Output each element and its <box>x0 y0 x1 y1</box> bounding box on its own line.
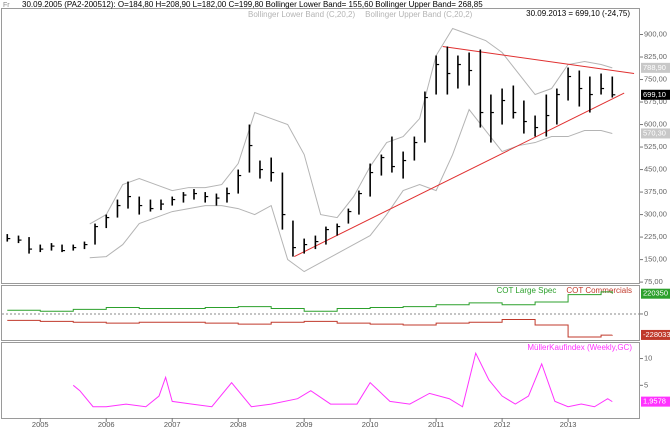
y-tick-label: 675,00 <box>644 97 667 106</box>
y-tick-label: 900,00 <box>644 29 667 38</box>
x-tick-label: 2012 <box>494 420 511 429</box>
y-tick-label: 600,00 <box>644 120 667 129</box>
last-value-label: 788,90 <box>643 63 666 72</box>
y-tick-label: 825,00 <box>644 52 667 61</box>
x-tick-label: 2008 <box>230 420 247 429</box>
last-value-box <box>641 329 670 340</box>
series-line <box>72 351 613 408</box>
last-value-label: 570,30 <box>643 128 666 137</box>
bollinger-band <box>89 27 613 225</box>
last-value-label: 1,9578 <box>643 397 666 406</box>
y-tick-label: 375,00 <box>644 187 667 196</box>
trendline <box>442 46 635 75</box>
legend-entry: COT Large Spec <box>496 286 556 295</box>
series-line <box>7 318 613 338</box>
y-tick-label: 5 <box>644 380 648 389</box>
cot-panel <box>1 285 640 341</box>
legend-entry: MüllerKaufindex (Weekly,GC) <box>527 343 632 352</box>
last-quote: 30.09.2013 = 699,10 (-24,75) <box>526 9 630 18</box>
last-value-box <box>641 89 670 100</box>
bollinger-band <box>89 108 613 273</box>
last-value-label: 220350 <box>643 289 668 298</box>
x-tick-label: 2006 <box>98 420 115 429</box>
y-tick-label: 0 <box>644 309 648 318</box>
legend-entry: Bollinger Lower Band (C,20,2) <box>248 10 356 19</box>
y-tick-label: 75,00 <box>644 277 663 286</box>
y-tick-label: 525,00 <box>644 142 667 151</box>
chart-title: 30.09.2005 (PA2-200512): O=184,80 H=208,… <box>22 0 483 9</box>
symbol: Fr <box>3 2 10 9</box>
y-tick-label: 150,00 <box>644 255 667 264</box>
x-tick-label: 2005 <box>32 420 49 429</box>
index-panel <box>1 342 640 419</box>
y-tick-label: 10 <box>644 354 652 363</box>
last-value-label: -228033 <box>643 330 670 339</box>
y-tick-label: 750,00 <box>644 75 667 84</box>
x-tick-label: 2007 <box>164 420 181 429</box>
trendline <box>294 92 625 258</box>
last-value-label: 699,10 <box>643 90 666 99</box>
last-value-box <box>641 396 670 407</box>
y-tick-label: 300,00 <box>644 210 667 219</box>
legend-entry: COT Commercials <box>566 286 632 295</box>
last-value-box <box>641 62 670 73</box>
y-tick-label: 225,00 <box>644 232 667 241</box>
y-tick-label: 450,00 <box>644 165 667 174</box>
price-panel <box>1 8 640 284</box>
last-value-box <box>641 128 670 139</box>
series-line <box>7 291 613 312</box>
x-tick-label: 2009 <box>296 420 313 429</box>
x-tick-label: 2010 <box>362 420 379 429</box>
x-tick-label: 2013 <box>560 420 577 429</box>
last-value-box <box>641 288 670 299</box>
x-tick-label: 2011 <box>428 420 444 429</box>
legend-entry: Bollinger Upper Band (C,20,2) <box>365 10 473 19</box>
